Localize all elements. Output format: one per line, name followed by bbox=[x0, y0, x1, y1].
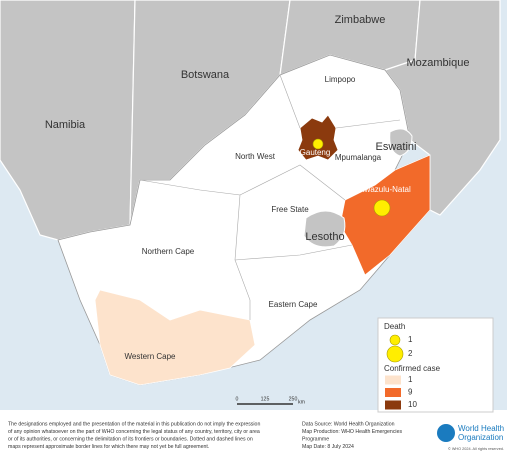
province-label: Limpopo bbox=[325, 75, 356, 84]
eswatini bbox=[389, 128, 413, 157]
country-label: Mozambique bbox=[407, 57, 470, 69]
legend-label: 1 bbox=[408, 335, 413, 344]
scale-label: 125 bbox=[261, 396, 270, 402]
legend-label: 10 bbox=[408, 400, 417, 409]
legend-swatch bbox=[385, 388, 401, 397]
province-label: Gauteng bbox=[300, 148, 331, 157]
province-label: Eastern Cape bbox=[269, 300, 318, 309]
legend-swatch bbox=[385, 375, 401, 385]
border bbox=[335, 119, 401, 129]
province-borders bbox=[139, 74, 401, 320]
province-label: Western Cape bbox=[125, 352, 177, 361]
legend-label: 2 bbox=[408, 349, 413, 358]
legend-title: Confirmed case bbox=[384, 364, 441, 373]
country-label: Botswana bbox=[181, 69, 230, 81]
legend-death-symbol bbox=[386, 345, 404, 363]
legend-title: Death bbox=[384, 322, 405, 331]
disclaimer: The designations employed and the presen… bbox=[8, 421, 260, 427]
source: Map Date: 8 July 2024 bbox=[302, 444, 354, 450]
org-name: World Health bbox=[458, 424, 504, 433]
border bbox=[139, 179, 251, 320]
who-logo bbox=[437, 424, 455, 442]
legend-label: 1 bbox=[408, 375, 413, 384]
border bbox=[279, 74, 301, 129]
org-name: Organization bbox=[458, 433, 503, 442]
scale-label: 250 bbox=[289, 396, 298, 402]
source: Data Source: World Health Organization bbox=[302, 421, 395, 427]
country-label: Eswatini bbox=[376, 141, 417, 153]
country-label: Namibia bbox=[45, 119, 86, 131]
western-cape bbox=[94, 289, 256, 386]
gauteng bbox=[297, 114, 339, 161]
province-label: Northern Cape bbox=[142, 247, 195, 256]
death-marker bbox=[312, 138, 324, 150]
province-label: Mpumalanga bbox=[335, 153, 382, 162]
scale-unit: km bbox=[298, 399, 305, 405]
country-label: Zimbabwe bbox=[335, 14, 386, 26]
border bbox=[239, 164, 346, 201]
copyright: © WHO 2024. All rights reserved. bbox=[448, 447, 504, 451]
province-label: Kwazulu-Natal bbox=[359, 185, 411, 194]
legend-label: 9 bbox=[408, 388, 413, 397]
source: Map Production: WHO Health Emergencies bbox=[302, 429, 402, 435]
province-label: North West bbox=[235, 152, 276, 161]
disclaimer: or of its authorities, or concerning the… bbox=[8, 436, 253, 442]
disclaimer: maps represent approximate border lines … bbox=[8, 444, 209, 450]
border bbox=[234, 244, 353, 261]
legend-death-symbol bbox=[389, 334, 401, 346]
lesotho bbox=[303, 210, 346, 248]
province-label: Free State bbox=[271, 205, 309, 214]
scale-label: 0 bbox=[236, 396, 239, 402]
source: Programme bbox=[302, 436, 329, 442]
disclaimer: of any opinion whatsoever on the part of… bbox=[8, 429, 260, 435]
legend-swatch bbox=[385, 400, 401, 410]
death-marker bbox=[373, 199, 391, 217]
country-label: Lesotho bbox=[305, 231, 344, 243]
